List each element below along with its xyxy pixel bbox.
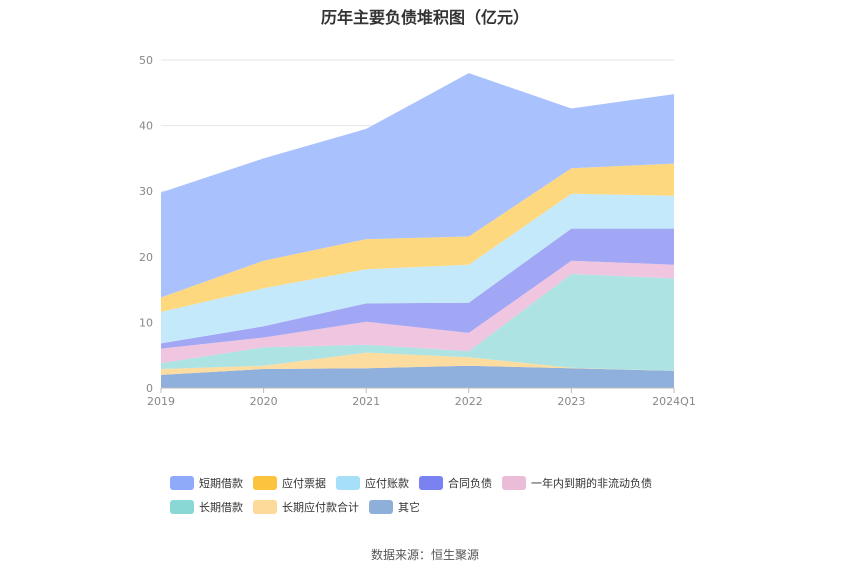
area-series-1 (161, 352, 674, 375)
x-tick-label: 2020 (250, 395, 278, 408)
legend-swatch (170, 476, 194, 490)
legend-label: 短期借款 (199, 477, 243, 490)
legend-item[interactable]: 其它 (369, 499, 420, 515)
legend-item[interactable]: 短期借款 (170, 475, 243, 491)
legend-label: 合同负债 (448, 477, 492, 490)
legend-swatch (369, 500, 393, 514)
legend-swatch (253, 500, 277, 514)
source-note: 数据来源：恒生聚源 (370, 548, 479, 562)
legend-swatch (336, 476, 360, 490)
legend-item[interactable]: 一年内到期的非流动负债 (502, 475, 652, 491)
chart-title: 历年主要负债堆积图（亿元） (320, 8, 529, 27)
legend: 短期借款 应付票据 应付账款 合同负债 一年内到期的非流动负债 长期借款 长期应付款合计 其… (170, 474, 710, 522)
legend-label: 一年内到期的非流动负债 (531, 477, 652, 490)
legend-swatch (170, 500, 194, 514)
x-tick-label: 2019 (147, 395, 175, 408)
x-tick-label: 2021 (352, 395, 380, 408)
legend-label: 长期借款 (199, 501, 243, 514)
legend-label: 应付账款 (365, 477, 409, 490)
area-series-7 (161, 73, 674, 298)
y-tick-label: 30 (139, 185, 153, 198)
legend-item[interactable]: 应付票据 (253, 475, 326, 491)
legend-item[interactable]: 长期借款 (170, 499, 243, 515)
y-tick-label: 50 (139, 54, 153, 67)
legend-item[interactable]: 合同负债 (419, 475, 492, 491)
legend-swatch (502, 476, 526, 490)
area-series-4 (161, 228, 674, 349)
legend-item[interactable]: 长期应付款合计 (253, 499, 359, 515)
x-tick-label: 2024Q1 (652, 395, 696, 408)
x-tick-label: 2023 (557, 395, 585, 408)
legend-item[interactable]: 应付账款 (336, 475, 409, 491)
area-series-0 (161, 365, 674, 388)
legend-swatch (253, 476, 277, 490)
y-tick-label: 40 (139, 120, 153, 133)
area-series-6 (161, 163, 674, 312)
x-tick-label: 2022 (455, 395, 483, 408)
y-tick-label: 0 (146, 382, 153, 395)
area-series-2 (161, 273, 674, 371)
legend-label: 应付票据 (282, 477, 326, 490)
y-tick-label: 20 (139, 251, 153, 264)
legend-label: 其它 (398, 501, 420, 514)
legend-label: 长期应付款合计 (282, 501, 359, 514)
area-series-5 (161, 193, 674, 344)
y-tick-label: 10 (139, 316, 153, 329)
legend-swatch (419, 476, 443, 490)
area-series-3 (161, 260, 674, 364)
